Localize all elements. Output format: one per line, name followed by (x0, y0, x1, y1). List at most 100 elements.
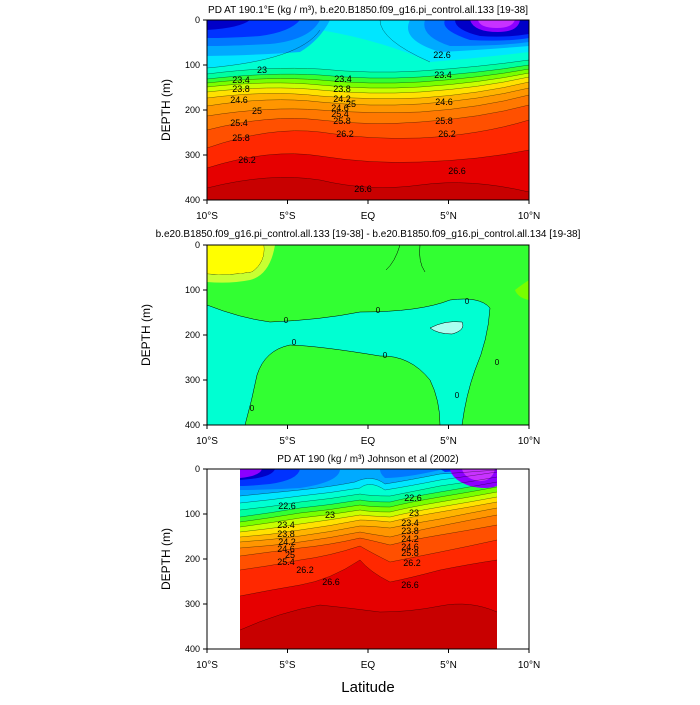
panel-3-ylabel: DEPTH (m) (159, 528, 173, 590)
panel-1-contour-labels: 22.6 23 23.4 23.4 23.4 23.8 23.8 24.2 24… (230, 50, 466, 194)
p1-contour-label: 25.4 (331, 109, 349, 119)
panel-3-contour-labels: 22.6 22.6 23 23 23.4 23.4 23.8 23.8 24.2… (277, 493, 422, 590)
p1-contour-label: 26.6 (448, 166, 466, 176)
panel-1-ticks (203, 19, 530, 204)
p1-ytick: 400 (185, 195, 200, 205)
p2-ytick: 300 (185, 375, 200, 385)
p1-contour-label: 26.6 (354, 184, 372, 194)
panel-1-ylabel: DEPTH (m) (159, 79, 173, 141)
panel-3: PD AT 190 (kg / m³) Johnson et al (2002) (159, 454, 540, 696)
panel-1: PD AT 190.1°E (kg / m³), b.e20.B1850.f09… (159, 5, 540, 222)
p2-xtick: 5°N (440, 436, 457, 447)
p1-xtick: 5°S (279, 211, 296, 222)
p2-contour-label: 0 (250, 404, 255, 413)
p1-contour-label: 25 (346, 99, 356, 109)
p2-contour-label: 0 (495, 358, 500, 367)
p3-ytick: 200 (185, 554, 200, 564)
p1-contour-label: 25.4 (230, 118, 248, 128)
p1-contour-label: 24.6 (230, 95, 248, 105)
p3-xtick: EQ (361, 660, 376, 671)
panel-2-title: b.e20.B1850.f09_g16.pi_control.all.133 [… (156, 229, 581, 240)
p3-xtick: 5°N (440, 660, 457, 671)
p3-contour-label: 26.2 (403, 558, 421, 568)
p1-contour-label: 22.6 (433, 50, 451, 60)
p3-contour-label: 26.6 (401, 580, 419, 590)
p3-contour-label: 23.4 (277, 520, 295, 530)
panel-2-xticklabels: 10°S 5°S EQ 5°N 10°N (196, 436, 540, 447)
p1-contour-label: 26.2 (438, 129, 456, 139)
p1-ytick: 0 (195, 15, 200, 25)
p3-contour-label: 24.2 (401, 534, 419, 544)
p3-ytick: 400 (185, 644, 200, 654)
p3-contour-label: 24.6 (401, 542, 419, 552)
p2-ytick: 200 (185, 330, 200, 340)
p3-xtick: 10°S (196, 660, 218, 671)
p1-contour-label: 25.8 (333, 116, 351, 126)
panel-2-ylabel: DEPTH (m) (139, 304, 153, 366)
p2-contour-label: 0 (465, 297, 470, 306)
p2-contour-label: 0 (292, 338, 297, 347)
p2-contour-label: 0 (383, 351, 388, 360)
p3-contour-label: 26.2 (296, 565, 314, 575)
panel-3-xlabel: Latitude (341, 679, 394, 696)
panel-3-plot-area (240, 469, 497, 649)
p1-contour-label: 23.4 (434, 70, 452, 80)
p1-contour-label: 23.4 (334, 74, 352, 84)
p3-contour-label: 23.8 (277, 529, 295, 539)
p1-contour-label: 23.4 (232, 75, 250, 85)
p1-contour-label: 26.2 (238, 155, 256, 165)
p1-ytick: 200 (185, 105, 200, 115)
p3-ytick: 0 (195, 464, 200, 474)
panel-1-xticklabels: 10°S 5°S EQ 5°N 10°N (196, 211, 540, 222)
panel-3-yticklabels: 0 100 200 300 400 (185, 464, 200, 654)
p3-contour-label: 24.6 (277, 544, 295, 554)
p3-xtick: 10°N (518, 660, 540, 671)
p1-contour-label: 24.2 (333, 94, 351, 104)
panel-2-yticklabels: 0 100 200 300 400 (185, 240, 200, 430)
panel-2-plot-area (207, 245, 529, 425)
p2-ytick: 0 (195, 240, 200, 250)
p3-contour-label: 25.4 (277, 557, 295, 567)
p2-xtick: 10°N (518, 436, 540, 447)
panel-1-yticklabels: 0 100 200 300 400 (185, 15, 200, 205)
p1-contour-label: 26.2 (336, 129, 354, 139)
p3-contour-label: 23.8 (401, 526, 419, 536)
p1-contour-label: 25.8 (435, 116, 453, 126)
p2-contour-label: 0 (376, 306, 381, 315)
p3-contour-label: 26.6 (322, 577, 340, 587)
p2-contour-label: 0 (284, 316, 289, 325)
p3-xtick: 5°S (279, 660, 296, 671)
p3-contour-label: 23.4 (401, 518, 419, 528)
p1-xtick: 10°S (196, 211, 218, 222)
p1-contour-label: 24.6 (331, 103, 349, 113)
panel-1-plot-area (207, 20, 529, 200)
p2-xtick: 10°S (196, 436, 218, 447)
p3-contour-label: 23 (325, 510, 335, 520)
p1-contour-label: 23 (257, 65, 267, 75)
p1-contour-label: 23.8 (232, 84, 250, 94)
p2-xtick: 5°S (279, 436, 296, 447)
p2-xtick: EQ (361, 436, 376, 447)
p2-ytick: 400 (185, 420, 200, 430)
panel-2-ticks (203, 244, 530, 429)
p1-contour-label: 24.6 (435, 97, 453, 107)
panel-1-title: PD AT 190.1°E (kg / m³), b.e20.B1850.f09… (208, 5, 528, 16)
panel-2: b.e20.B1850.f09_g16.pi_control.all.133 [… (139, 229, 581, 447)
p2-ytick: 100 (185, 285, 200, 295)
p3-contour-label: 23 (409, 508, 419, 518)
panel-3-title: PD AT 190 (kg / m³) Johnson et al (2002) (277, 454, 458, 465)
p1-contour-label: 25.8 (232, 133, 250, 143)
p1-contour-label: 25 (252, 106, 262, 116)
p3-ytick: 100 (185, 509, 200, 519)
panel-3-ticks (203, 468, 530, 653)
p3-contour-label: 25.8 (401, 548, 419, 558)
p3-contour-label: 24.2 (278, 537, 296, 547)
p3-contour-label: 22.6 (278, 501, 296, 511)
panel-3-xticklabels: 10°S 5°S EQ 5°N 10°N (196, 660, 540, 671)
p3-ytick: 300 (185, 599, 200, 609)
p1-ytick: 300 (185, 150, 200, 160)
p1-contour-label: 23.8 (333, 84, 351, 94)
p1-ytick: 100 (185, 60, 200, 70)
p1-xtick: 10°N (518, 211, 540, 222)
p1-xtick: 5°N (440, 211, 457, 222)
